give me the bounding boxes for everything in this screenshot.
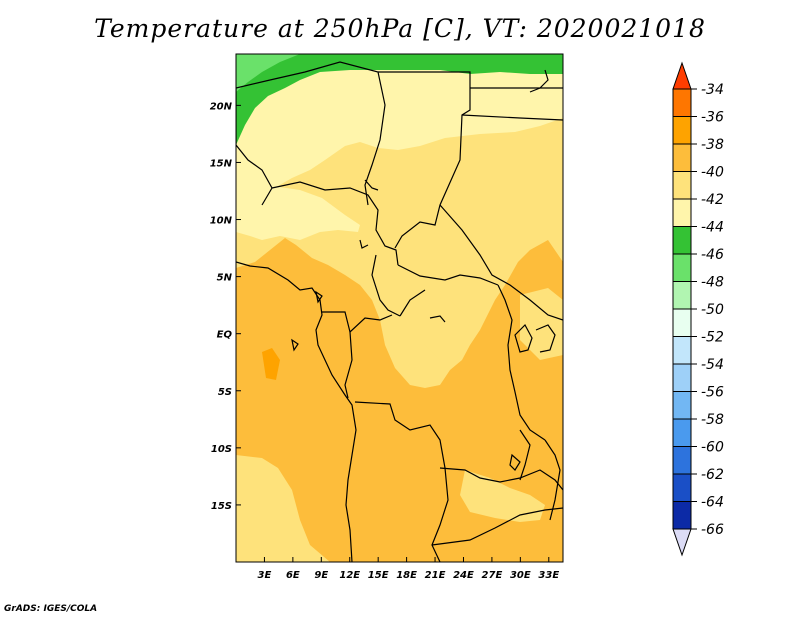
- temperature-field: [236, 54, 563, 562]
- lon-label: 12E: [339, 570, 360, 581]
- field-m40-m38: [460, 470, 545, 522]
- colorbar-label: -60: [701, 440, 724, 456]
- colorbar-box: [672, 88, 692, 117]
- lon-label: 18E: [396, 570, 417, 581]
- map-frame: [235, 53, 564, 563]
- colorbar-box: [672, 391, 692, 420]
- colorbar-label: -64: [701, 495, 724, 511]
- lon-label: 24E: [453, 570, 474, 581]
- colorbar-box: [672, 473, 692, 502]
- lon-label: 9E: [314, 570, 328, 581]
- lat-label: 20N: [210, 101, 233, 112]
- colorbar-box: [672, 308, 692, 337]
- lon-label: 21E: [425, 570, 446, 581]
- lat-label: 5S: [218, 387, 232, 398]
- lon-label: 27E: [482, 570, 503, 581]
- colorbar-box: [672, 116, 692, 145]
- colorbar-label: -44: [701, 220, 724, 236]
- lat-label: 15N: [210, 158, 233, 169]
- colorbar-legend: -34 -36 -38 -40 -42 -44 -46 -48 -50 -52 -54 -56 -58 -…: [672, 61, 724, 557]
- colorbar-label: -46: [701, 247, 724, 263]
- colorbar-label: -40: [701, 165, 724, 181]
- colorbar-box: [672, 171, 692, 200]
- colorbar-label: -48: [701, 275, 724, 291]
- lon-label: 15E: [368, 570, 389, 581]
- lat-label: 10N: [210, 216, 233, 227]
- colorbar-label: -36: [701, 110, 724, 126]
- colorbar-label: -50: [701, 302, 724, 318]
- colorbar-box: [672, 336, 692, 365]
- colorbar-box: [672, 446, 692, 475]
- colorbar-label: -34: [701, 82, 724, 98]
- lon-label: 6E: [286, 570, 300, 581]
- colorbar-bottom-arrow: [672, 528, 692, 557]
- colorbar-top-arrow: [672, 61, 692, 90]
- lon-label: 3E: [258, 570, 272, 581]
- lat-label: 15S: [211, 501, 232, 512]
- colorbar-label: -54: [701, 357, 724, 373]
- colorbar-box: [672, 198, 692, 227]
- colorbar-label: -66: [701, 522, 724, 538]
- grads-credit: GrADS: IGES/COLA: [4, 604, 98, 614]
- lat-label: EQ: [217, 330, 233, 341]
- lon-label: 30E: [510, 570, 531, 581]
- field-m40-m38: [415, 296, 470, 360]
- field-m40-m38: [236, 455, 330, 562]
- field-m36-m34-patch: [262, 348, 280, 380]
- colorbar-box: [672, 281, 692, 310]
- colorbar-box: [672, 418, 692, 447]
- colorbar-label: -52: [701, 330, 724, 346]
- colorbar-label: -42: [701, 192, 724, 208]
- colorbar-box: [672, 143, 692, 172]
- colorbar-label: -38: [701, 137, 724, 153]
- colorbar-label: -62: [701, 467, 724, 483]
- colorbar-box: [672, 501, 692, 530]
- field-m42-m40: [236, 170, 360, 240]
- country-borders: [236, 61, 563, 562]
- field-m42-m40: [236, 54, 563, 194]
- colorbar-label: -56: [701, 385, 724, 401]
- colorbar-label: -58: [701, 412, 724, 428]
- longitude-axis: 3E 6E 9E 12E 15E 18E 21E 24E 27E 30E 33E: [258, 557, 559, 581]
- lat-label: 5N: [217, 273, 233, 284]
- colorbar-box: [672, 363, 692, 392]
- colorbar-box: [672, 226, 692, 255]
- lon-label: 33E: [538, 570, 559, 581]
- lat-label: 10S: [211, 444, 232, 455]
- latitude-axis: 20N 15N 10N 5N EQ 5S 10S 15S: [210, 101, 241, 512]
- chart-title: Temperature at 250hPa [C], VT: 202002101…: [94, 14, 706, 43]
- colorbar-box: [672, 253, 692, 282]
- field-m46-m44: [236, 54, 300, 92]
